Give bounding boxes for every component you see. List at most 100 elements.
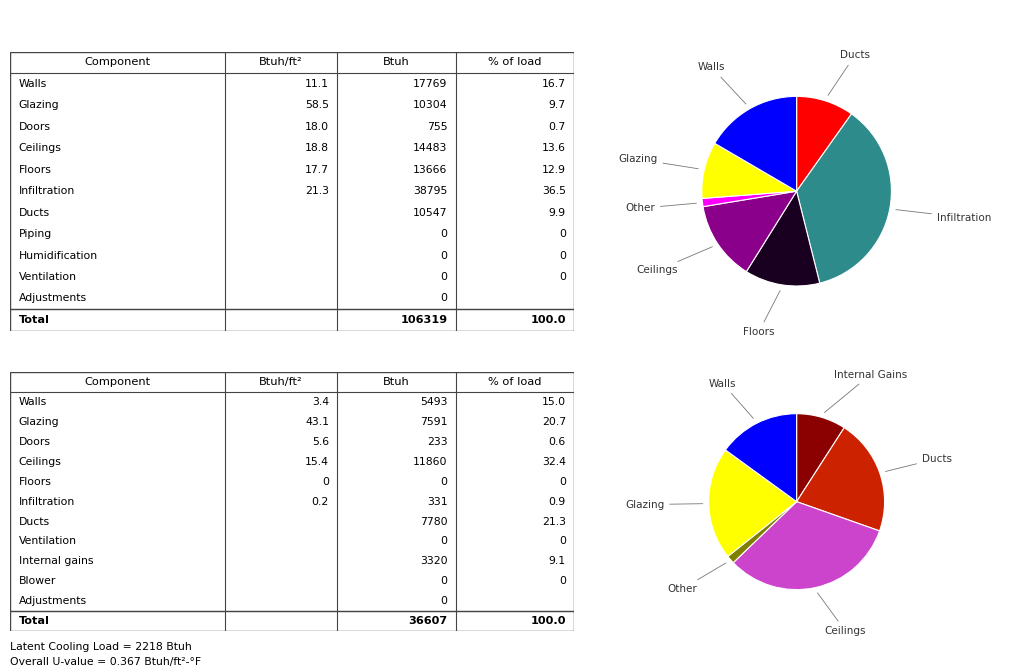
Text: Doors: Doors: [18, 122, 51, 132]
Wedge shape: [797, 427, 885, 531]
Text: 13666: 13666: [413, 165, 447, 175]
Text: Ducts: Ducts: [18, 517, 50, 527]
Wedge shape: [715, 96, 797, 191]
Text: 0: 0: [559, 577, 566, 586]
Text: % of load: % of load: [488, 377, 542, 387]
Text: Btuh/ft²: Btuh/ft²: [259, 58, 303, 67]
Text: 12.9: 12.9: [542, 165, 566, 175]
Text: 13.6: 13.6: [542, 143, 566, 153]
Text: Adjustments: Adjustments: [18, 294, 87, 304]
Text: 100.0: 100.0: [530, 616, 566, 626]
Text: Glazing: Glazing: [18, 100, 59, 110]
Text: 58.5: 58.5: [305, 100, 329, 110]
Text: Walls: Walls: [18, 79, 47, 89]
Text: Floors: Floors: [743, 290, 780, 337]
Text: Btuh: Btuh: [383, 58, 410, 67]
Text: Ducts: Ducts: [18, 208, 50, 218]
Text: Floors: Floors: [18, 476, 51, 487]
Text: 9.7: 9.7: [549, 100, 566, 110]
Wedge shape: [701, 143, 797, 198]
Text: 106319: 106319: [400, 315, 447, 325]
Text: Glazing: Glazing: [18, 417, 59, 427]
Text: 20.7: 20.7: [542, 417, 566, 427]
Wedge shape: [797, 414, 844, 501]
Text: Infiltration: Infiltration: [18, 497, 75, 507]
Text: 11.1: 11.1: [305, 79, 329, 89]
Text: 0: 0: [440, 536, 447, 546]
Text: 17769: 17769: [413, 79, 447, 89]
Text: Latent Cooling Load = 2218 Btuh: Latent Cooling Load = 2218 Btuh: [10, 642, 191, 653]
Text: Ceilings: Ceilings: [636, 247, 713, 276]
Text: 7780: 7780: [420, 517, 447, 527]
Wedge shape: [725, 414, 797, 501]
Text: Glazing: Glazing: [618, 154, 698, 169]
Text: 3.4: 3.4: [312, 397, 329, 407]
Text: Glazing: Glazing: [625, 499, 702, 509]
Text: Overall U-value = 0.367 Btuh/ft²-°F: Overall U-value = 0.367 Btuh/ft²-°F: [10, 657, 202, 667]
Wedge shape: [797, 96, 852, 191]
Text: Ventilation: Ventilation: [18, 536, 77, 546]
Wedge shape: [728, 501, 797, 562]
Text: 21.3: 21.3: [305, 186, 329, 196]
Text: 0: 0: [559, 272, 566, 282]
Text: 14483: 14483: [413, 143, 447, 153]
Text: Floors: Floors: [18, 165, 51, 175]
Wedge shape: [709, 450, 797, 556]
Text: 36.5: 36.5: [542, 186, 566, 196]
Text: 10304: 10304: [413, 100, 447, 110]
Text: 0: 0: [559, 229, 566, 239]
Wedge shape: [702, 191, 797, 207]
Text: 0: 0: [440, 251, 447, 261]
Text: 10547: 10547: [413, 208, 447, 218]
Text: 3320: 3320: [420, 556, 447, 566]
Text: Other: Other: [668, 563, 726, 594]
Text: 9.9: 9.9: [549, 208, 566, 218]
Text: 0: 0: [440, 272, 447, 282]
Text: Cooling: Cooling: [472, 347, 547, 366]
Text: 0: 0: [440, 229, 447, 239]
Text: 233: 233: [427, 437, 447, 447]
Text: Component: Component: [84, 377, 151, 387]
Text: 0.6: 0.6: [549, 437, 566, 447]
Text: 38795: 38795: [413, 186, 447, 196]
Text: % of load: % of load: [488, 58, 542, 67]
Text: 0.7: 0.7: [549, 122, 566, 132]
Text: 0.2: 0.2: [311, 497, 329, 507]
Text: Ventilation: Ventilation: [18, 272, 77, 282]
Text: Other: Other: [625, 203, 696, 213]
Text: Ducts: Ducts: [828, 50, 870, 95]
Text: 0.9: 0.9: [549, 497, 566, 507]
Text: 0: 0: [440, 577, 447, 586]
Text: 0: 0: [440, 294, 447, 304]
Text: Ducts: Ducts: [886, 454, 952, 472]
Text: 331: 331: [427, 497, 447, 507]
Text: Component: Component: [84, 58, 151, 67]
Text: 0: 0: [559, 251, 566, 261]
Text: 21.3: 21.3: [542, 517, 566, 527]
Text: Ceilings: Ceilings: [18, 457, 61, 467]
Wedge shape: [797, 114, 892, 283]
Text: 0: 0: [559, 536, 566, 546]
Text: 7591: 7591: [420, 417, 447, 427]
Text: 0: 0: [322, 476, 329, 487]
Text: 0: 0: [440, 596, 447, 606]
Text: Walls: Walls: [709, 378, 754, 419]
Text: Piping: Piping: [18, 229, 52, 239]
Text: Ceilings: Ceilings: [18, 143, 61, 153]
Text: Ceilings: Ceilings: [817, 593, 866, 636]
Text: Btuh: Btuh: [383, 377, 410, 387]
Text: 32.4: 32.4: [542, 457, 566, 467]
Text: 5493: 5493: [420, 397, 447, 407]
Text: 11860: 11860: [413, 457, 447, 467]
Text: Internal Gains: Internal Gains: [824, 370, 907, 413]
Text: Blower: Blower: [18, 577, 56, 586]
Text: Adjustments: Adjustments: [18, 596, 87, 606]
Text: 9.1: 9.1: [549, 556, 566, 566]
Text: 0: 0: [559, 476, 566, 487]
Text: Total: Total: [18, 315, 50, 325]
Text: Doors: Doors: [18, 437, 51, 447]
Text: 36607: 36607: [409, 616, 447, 626]
Wedge shape: [746, 191, 820, 286]
Text: 755: 755: [427, 122, 447, 132]
Text: Walls: Walls: [18, 397, 47, 407]
